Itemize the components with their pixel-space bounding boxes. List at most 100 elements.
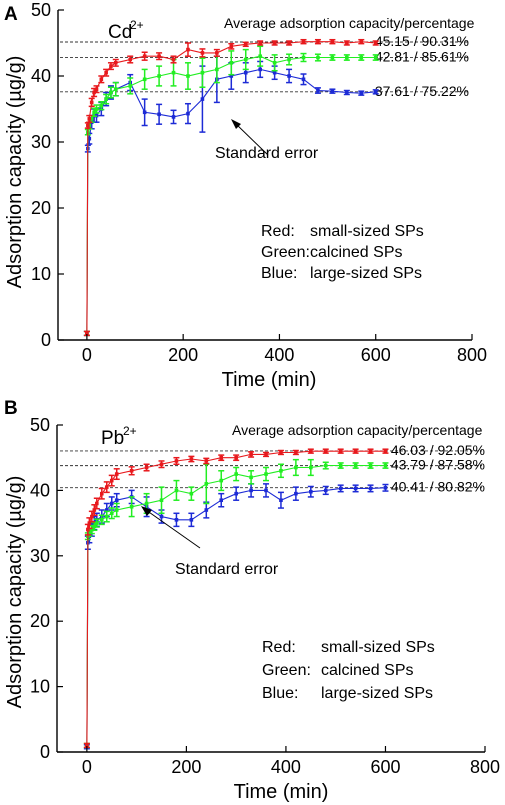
panel-a-y-tick-label: 10 [31, 264, 51, 284]
panel-a-series-0-point [171, 57, 176, 62]
panel-b-axes: 0 200 400 600 800 0 10 20 30 40 50 Time … [4, 415, 500, 803]
panel-b-series-1-point [129, 504, 134, 509]
panel-a-series-1-point [142, 77, 147, 82]
panel-a-series-0-point [373, 41, 378, 45]
panel-b-series-0-point [92, 508, 97, 512]
panel-a-y-axis-title: Adsorption capacity (µg/g) [4, 56, 26, 289]
panel-a-series-1-point [215, 67, 219, 72]
panel-b-species-charge: 2+ [123, 424, 137, 438]
panel-b-note-header: Average adsorption capacity/percentage [232, 422, 483, 438]
panel-a-series-2-point [142, 110, 147, 115]
panel-a-series-1-point [109, 90, 113, 95]
panel-a-x-tick-label: 600 [361, 345, 391, 365]
panel-a-series-2-point [171, 115, 176, 119]
panel-a-series-1-point [186, 74, 190, 78]
panel-b-legend-text-red: small-sized SPs [321, 639, 435, 656]
panel-a-y-tick-label: 20 [31, 198, 51, 218]
panel-b-series-2 [83, 483, 389, 750]
panel-b-series-1-point [189, 491, 194, 496]
panel-b-x-tick-label: 200 [171, 757, 201, 777]
panel-a-annotation-arrow-shaft [234, 122, 269, 156]
panel-a-series-1-point [113, 87, 118, 91]
panel-a-axes: 0 200 400 600 800 0 10 20 30 40 50 Time … [4, 0, 487, 391]
panel-a-series-2-point [316, 88, 320, 93]
panel-b-series-0-point [129, 468, 134, 473]
panel-b-series-2-point [249, 488, 253, 493]
panel-b-species-symbol: Pb [101, 428, 124, 449]
panel-b-series-1-point [383, 463, 388, 468]
panel-b-series-0-point [353, 449, 358, 453]
panel-b-series-0-point [383, 449, 388, 453]
panel-a-species-label: Cd 2+ [108, 18, 144, 43]
panel-a-series-2-line [86, 68, 376, 334]
panel-b-series-0-point [368, 449, 373, 453]
panel-a-x-tick-label: 0 [82, 345, 92, 365]
panel-a-series-0-point [128, 57, 133, 62]
panel-b-series-1-point [99, 518, 104, 522]
panel-a-series-0-point [287, 41, 291, 45]
panel-a-y-tick-label: 0 [41, 330, 51, 350]
panel-a-annotation-arrow-head [231, 119, 241, 129]
panel-a-series-1-point [243, 57, 248, 62]
panel-a-series-0-point [200, 51, 205, 55]
panel-a-series-1-point [330, 55, 335, 60]
panel-a-series-0 [83, 38, 379, 337]
panel-b-series-2-point [323, 488, 328, 493]
panel-a-series-1-point [301, 55, 306, 60]
panel-b-series-2-point [353, 486, 358, 491]
panel-a-series-2-point [258, 67, 262, 72]
panel-a-series-1-point [287, 57, 291, 62]
panel-a-series-0-point [99, 77, 104, 82]
panel-b-series-0-point [90, 514, 94, 519]
panel-a-series-0-point [301, 39, 306, 44]
panel-a-species-charge: 2+ [130, 18, 144, 32]
panel-a-legend-key-green: Green: [261, 244, 310, 261]
panel-a-reference-label-2: 42.81 / 85.61% [375, 48, 469, 64]
panel-a-y-tick-label: 30 [31, 132, 51, 152]
panel-a-series-0-point [104, 70, 108, 75]
panel-b-series-0-point [144, 465, 149, 470]
panel-b-y-axis-title: Adsorption capacity (µg/g) [4, 476, 26, 709]
panel-b-series-2-point [114, 498, 119, 503]
panel-b-series-1-point [279, 468, 283, 473]
panel-b-species-label: Pb 2+ [101, 424, 137, 449]
panel-a-series-1-point [316, 55, 320, 60]
panel-b-y-tick-label: 40 [30, 480, 50, 500]
panel-a: A 45.15 / 90.31% 42.81 / 85.61% 37.61 / … [4, 0, 487, 391]
panel-b-series-2-point [309, 489, 313, 494]
panel-b-series-0-point [279, 450, 283, 455]
panel-b-series-0-line [86, 450, 386, 746]
panel-a-series-1-point [171, 70, 176, 75]
panel-a-series-0-point [113, 61, 118, 65]
panel-a-series-1-point [104, 97, 108, 101]
panel-b-y-tick-label: 30 [30, 546, 50, 566]
panel-a-series-1-point [89, 117, 94, 121]
panel-b-series-0-point [114, 472, 119, 476]
panel-a-reference-label-3: 37.61 / 75.22% [375, 83, 469, 99]
panel-b-series-2-point [104, 508, 109, 512]
panel-b-x-tick-label: 400 [271, 757, 301, 777]
panel-b-annotation-arrow-head [141, 506, 152, 516]
panel-b-legend-text-green: calcined SPs [321, 662, 414, 679]
panel-a-series-1-point [345, 55, 349, 60]
panel-b-series-2-point [383, 485, 388, 490]
panel-b-series-1-point [144, 501, 149, 506]
panel-b-y-tick-label: 20 [30, 611, 50, 631]
panel-a-series-0-point [89, 100, 94, 105]
panel-a-series-2-point [200, 97, 205, 101]
panel-b-series-1-point [174, 488, 179, 493]
panel-b-reference-label-1: 46.03 / 92.05% [391, 442, 485, 458]
panel-b-series-1-point [353, 463, 358, 468]
panel-b-series-1-point [294, 465, 298, 470]
panel-b-plot-area [83, 448, 389, 750]
panel-b-series-1-point [159, 498, 164, 503]
panel-b-series-2-point [264, 488, 268, 493]
panel-b-reference-label-3: 40.41 / 80.82% [391, 479, 485, 495]
panel-b-letter: B [4, 398, 18, 419]
panel-b-series-2-point [109, 501, 114, 506]
panel-a-series-0-point [142, 54, 147, 58]
panel-b-series-0-point [87, 521, 92, 525]
panel-a-series-2-point [330, 89, 335, 93]
panel-a-x-tick-label: 400 [264, 345, 294, 365]
